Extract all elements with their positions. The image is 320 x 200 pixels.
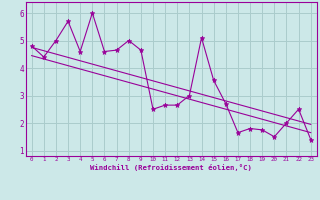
X-axis label: Windchill (Refroidissement éolien,°C): Windchill (Refroidissement éolien,°C) xyxy=(90,164,252,171)
